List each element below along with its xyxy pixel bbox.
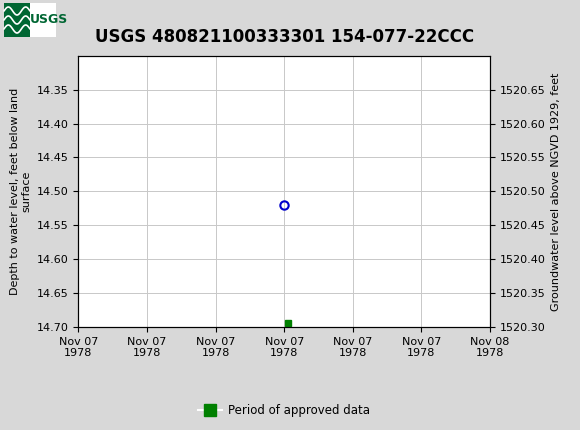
Text: USGS: USGS [30,13,68,27]
Bar [4,3,30,37]
Text: USGS 480821100333301 154-077-22CCC: USGS 480821100333301 154-077-22CCC [95,28,474,46]
Y-axis label: Groundwater level above NGVD 1929, feet: Groundwater level above NGVD 1929, feet [551,72,561,310]
Y-axis label: Depth to water level, feet below land
surface: Depth to water level, feet below land su… [9,88,31,295]
Legend: Period of approved data: Period of approved data [194,399,375,422]
Bar [4,3,56,37]
